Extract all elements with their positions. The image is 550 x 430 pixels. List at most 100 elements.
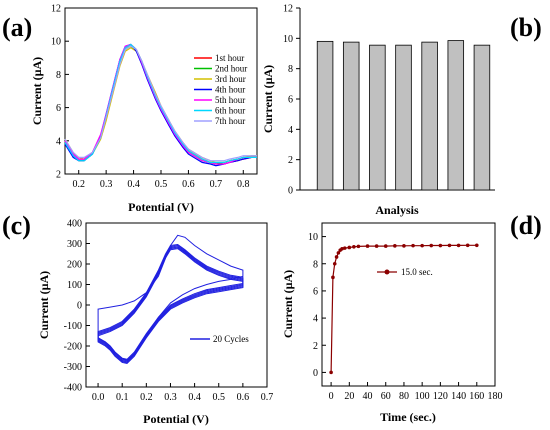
- data-point: [342, 246, 347, 250]
- y-axis-label-a: Current (µA): [30, 57, 44, 125]
- legend-marker: [384, 269, 390, 275]
- y-tick-label: 4: [288, 125, 293, 136]
- data-point: [347, 245, 352, 250]
- data-point: [420, 243, 424, 248]
- legend-label: 15.0 sec.: [401, 267, 433, 277]
- x-tick-label: 100: [415, 391, 430, 402]
- y-tick-label: 0: [288, 186, 293, 197]
- series-group-d: [329, 243, 479, 375]
- axis-ticks-d: 0 20 40 60 80 100 120 140 160 180 0 2 4 6 8 10: [308, 232, 503, 402]
- bar: [447, 40, 465, 191]
- y-tick-label: 8: [288, 64, 293, 75]
- x-tick-label: 40: [363, 391, 373, 402]
- data-point: [411, 243, 415, 248]
- data-point: [465, 243, 470, 248]
- panel-c-cyclic-voltammogram: 0.0 0.1 0.2 0.3 0.4 0.5 0.6 0.7 -400 -300 -200 -100…: [37, 219, 273, 427]
- y-tick-label: 400: [67, 219, 82, 230]
- y-axis-label-c: Current (µA): [37, 271, 51, 339]
- panel-label-c: (c): [2, 211, 31, 240]
- panel-label-a: (a): [2, 13, 32, 42]
- bar: [473, 44, 491, 191]
- x-tick-label: 0.2: [72, 179, 85, 190]
- plot-frame-d: [321, 222, 496, 387]
- x-tick-label: 0.5: [212, 392, 225, 403]
- x-tick-label: 0.5: [155, 179, 168, 190]
- data-point: [383, 244, 388, 248]
- x-tick-label: 0.6: [182, 179, 195, 190]
- data-point: [402, 244, 406, 248]
- y-tick-label: 12: [283, 4, 293, 15]
- y-tick-label: 2: [313, 341, 318, 352]
- axis-ticks-c: 0.0 0.1 0.2 0.3 0.4 0.5 0.6 0.7 -400 -300 -200 -100…: [64, 219, 274, 404]
- y-tick-label: 6: [288, 95, 293, 106]
- y-tick-label: 6: [313, 286, 318, 297]
- y-tick-label: -100: [64, 321, 82, 332]
- data-point: [329, 370, 333, 375]
- y-tick-label: 0: [313, 368, 318, 379]
- y-tick-label: 100: [67, 280, 82, 291]
- x-tick-label: 20: [344, 391, 354, 402]
- y-axis-label-b: Current (µA): [261, 65, 275, 133]
- y-tick-label: -300: [64, 362, 82, 373]
- legend-d: 15.0 sec.: [377, 267, 433, 277]
- x-tick-label: 0.1: [116, 392, 129, 403]
- x-axis-label-a: Potential (V): [128, 200, 194, 214]
- series-group-a: [64, 43, 257, 167]
- x-axis-label-d: Time (sec.): [380, 410, 436, 424]
- data-point: [438, 243, 443, 248]
- bar: [421, 41, 438, 191]
- data-point: [352, 244, 356, 249]
- data-point: [447, 243, 452, 248]
- legend-label: 3rd hour: [215, 74, 246, 84]
- x-tick-label: 0.3: [100, 179, 113, 190]
- panel-a-line-chart: 0.2 0.3 0.4 0.5 0.6 0.7 0.8 2 4 6 8 10 12 1st hour2n…: [30, 4, 258, 214]
- y-tick-label: 10: [283, 34, 293, 45]
- x-axis-label-b: Analysis: [375, 203, 419, 217]
- y-tick-label: 8: [313, 259, 318, 270]
- data-point: [365, 244, 370, 248]
- legend-label: 20 Cycles: [213, 334, 249, 344]
- y-tick-label: 8: [56, 70, 61, 81]
- x-tick-label: 0.4: [127, 179, 140, 190]
- x-tick-label: 0.3: [164, 392, 177, 403]
- legend-label: 4th hour: [215, 85, 245, 95]
- x-tick-label: 0.2: [140, 392, 153, 403]
- data-point: [429, 243, 434, 248]
- legend-label: 1st hour: [215, 53, 244, 63]
- legend-label: 6th hour: [215, 106, 245, 116]
- bars-b: [316, 40, 491, 191]
- y-axis-label-d: Current (µA): [281, 270, 295, 338]
- y-tick-label: 2: [56, 170, 61, 181]
- x-tick-label: 140: [451, 391, 466, 402]
- data-point: [334, 255, 339, 259]
- series-line: [330, 244, 477, 373]
- panel-b-bar-chart: 0 2 4 6 8 10 12 Analysis Current (µA): [261, 4, 495, 217]
- legend-label: 5th hour: [215, 95, 245, 105]
- cv-cycle: [97, 244, 244, 363]
- y-tick-label: 2: [288, 155, 293, 166]
- bar: [369, 44, 386, 191]
- axis-ticks-b: 0 2 4 6 8 10 12: [283, 4, 300, 197]
- cv-cycle: [97, 246, 244, 362]
- data-point: [393, 244, 397, 248]
- axis-ticks-a: 0.2 0.3 0.4 0.5 0.6 0.7 0.8 2 4 6 8 10 12: [51, 4, 250, 191]
- data-point: [474, 243, 479, 248]
- x-tick-label: 0.0: [92, 392, 105, 403]
- data-point: [332, 261, 337, 266]
- bar: [342, 41, 360, 191]
- data-point: [374, 244, 379, 248]
- cv-cycle: [97, 243, 244, 364]
- y-tick-label: 10: [51, 37, 61, 48]
- series-group-c: [97, 234, 244, 364]
- x-tick-label: 0.4: [188, 392, 201, 403]
- series-line: [64, 45, 257, 162]
- y-tick-label: 200: [67, 260, 82, 271]
- bar: [316, 40, 334, 191]
- data-point: [356, 244, 361, 249]
- x-tick-label: 0.7: [210, 179, 223, 190]
- x-tick-label: 0.7: [261, 392, 274, 403]
- bar: [395, 44, 412, 191]
- data-point: [336, 251, 341, 255]
- x-tick-label: 120: [433, 391, 448, 402]
